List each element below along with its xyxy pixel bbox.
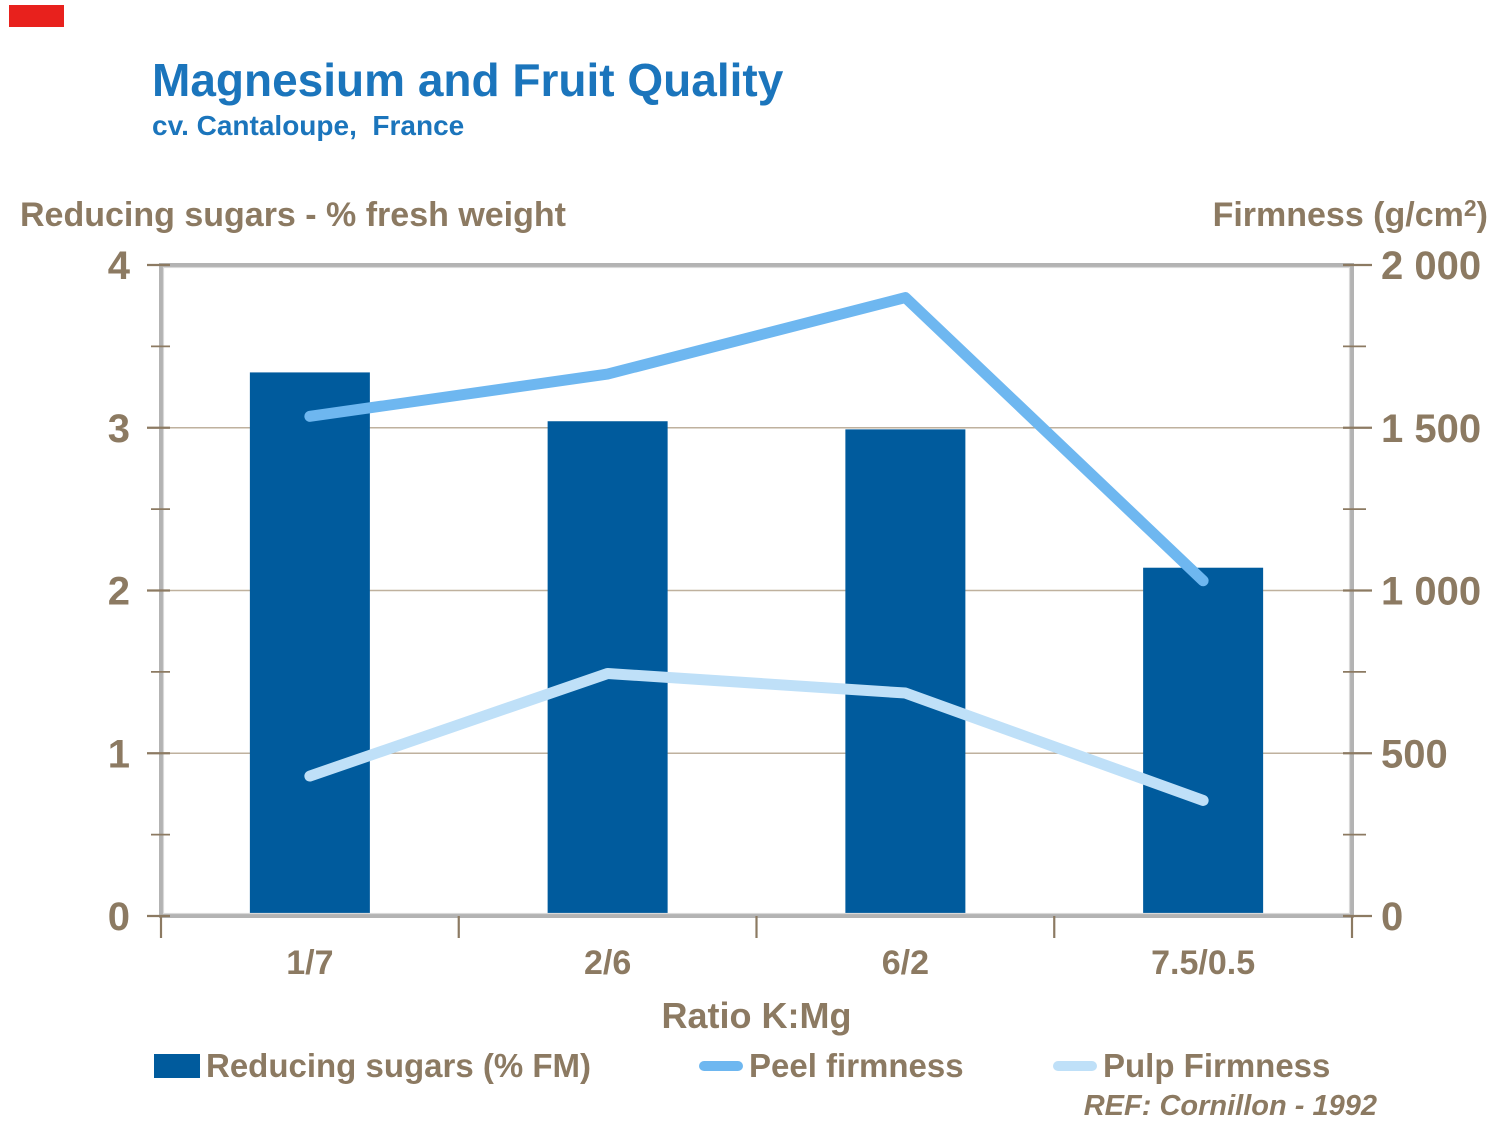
right-axis-tick-label: 1 500	[1381, 407, 1481, 451]
legend-item-reducing-sugars: Reducing sugars (% FM)	[154, 1046, 591, 1086]
left-axis-header: Reducing sugars - % fresh weight	[20, 196, 566, 234]
left-axis-tick-label: 2	[108, 570, 130, 614]
chart-title: Magnesium and Fruit Quality	[152, 54, 784, 106]
right-axis-tick-label: 1 000	[1381, 570, 1481, 614]
pulp-firmness-line-swatch	[1053, 1061, 1097, 1071]
left-axis-tick-label: 0	[108, 895, 130, 939]
right-axis-tick-label: 0	[1381, 895, 1403, 939]
bar-1/7	[249, 372, 370, 916]
x-axis-category-label: 7.5/0.5	[1151, 944, 1255, 982]
left-axis-tick-label: 1	[108, 732, 130, 776]
legend-label-peel-firmness: Peel firmness	[749, 1047, 964, 1084]
reducing-sugars-bar-swatch	[154, 1054, 200, 1078]
legend-label-reducing-sugars: Reducing sugars (% FM)	[206, 1047, 592, 1084]
legend-item-peel-firmness: Peel firmness	[699, 1046, 964, 1086]
pulp-firmness-line	[304, 668, 1209, 806]
left-axis-tick-label: 3	[108, 407, 130, 451]
right-axis-header-text: Firmness (g/cm	[1212, 196, 1464, 234]
red-corner-mark	[9, 5, 64, 27]
right-axis-header: Firmness (g/cm2)	[1212, 195, 1488, 235]
left-axis-tick-label: 4	[108, 244, 131, 288]
right-axis-tick-label: 500	[1381, 732, 1448, 776]
legend-label-pulp-firmness: Pulp Firmness	[1103, 1047, 1331, 1084]
right-axis-header-close: )	[1476, 196, 1488, 234]
right-axis-tick-label: 2 000	[1381, 244, 1481, 288]
bar-7.5/0.5	[1143, 567, 1264, 916]
peel-firmness-line	[304, 292, 1209, 587]
firmness-superscript: 2	[1463, 195, 1477, 221]
legend-item-pulp-firmness: Pulp Firmness	[1053, 1046, 1330, 1086]
bar-6/2	[845, 429, 966, 916]
chart-subtitle: cv. Cantaloupe, France	[152, 110, 465, 141]
x-axis-category-label: 6/2	[882, 944, 929, 982]
x-axis-title: Ratio K:Mg	[662, 995, 852, 1036]
x-axis-category-label: 2/6	[584, 944, 631, 982]
ref-annotation: REF: Cornillon - 1992	[1083, 1090, 1377, 1122]
peel-firmness-line-swatch	[699, 1061, 743, 1071]
x-axis-category-label: 1/7	[286, 944, 333, 982]
